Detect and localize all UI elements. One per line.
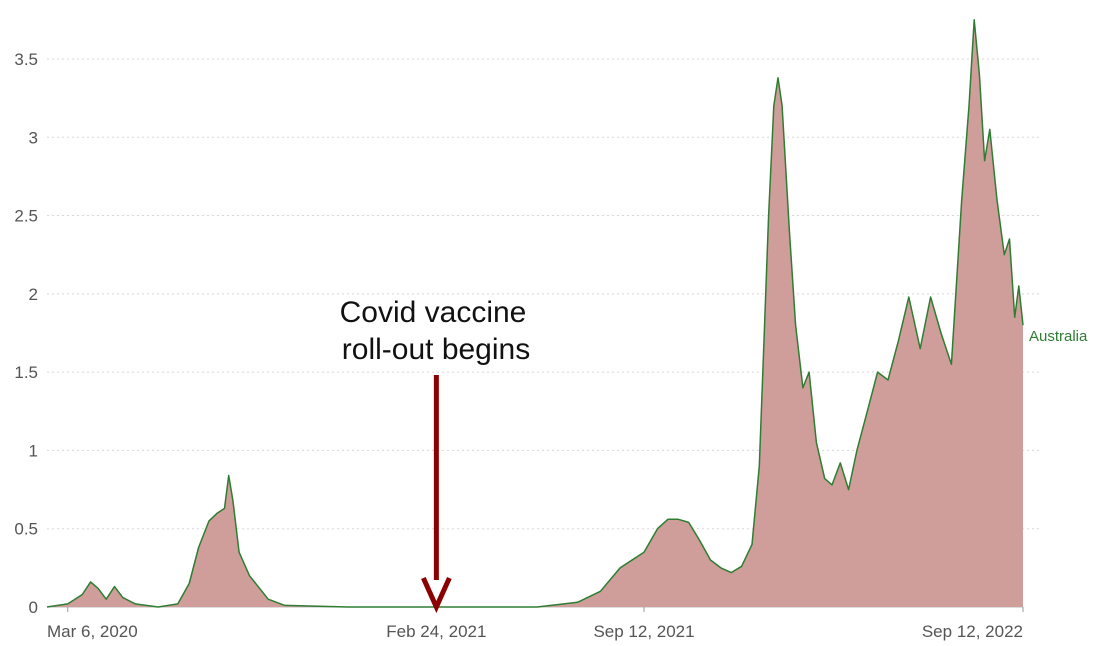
y-tick-label: 0 [29,598,38,617]
x-tick-label: Sep 12, 2021 [593,622,694,641]
x-tick-label: Sep 12, 2022 [922,622,1023,641]
y-tick-label: 0.5 [14,520,38,539]
x-tick-label: Feb 24, 2021 [386,622,486,641]
y-tick-label: 3.5 [14,50,38,69]
annotation-line1: Covid vaccine [340,296,527,329]
y-tick-label: 3 [29,128,38,147]
series-area [47,19,1023,608]
y-tick-label: 2.5 [14,207,38,226]
annotation-line2: roll-out begins [342,333,530,366]
y-axis-ticks: 0 0.5 1 1.5 2 2.5 3 3.5 [14,50,38,617]
series-layer: Australia [46,19,1088,608]
y-tick-label: 1 [29,441,38,460]
series-label: Australia [1029,328,1088,345]
series-line [46,19,1024,608]
annotation-arrow-head [421,576,452,614]
y-tick-label: 2 [29,285,38,304]
x-axis-ticks: Mar 6, 2020 Feb 24, 2021 Sep 12, 2021 Sep 1… [47,607,1024,641]
annotation: Covid vaccine roll-out begins [340,296,530,614]
y-tick-label: 1.5 [14,363,38,382]
x-tick-label: Mar 6, 2020 [47,622,138,641]
